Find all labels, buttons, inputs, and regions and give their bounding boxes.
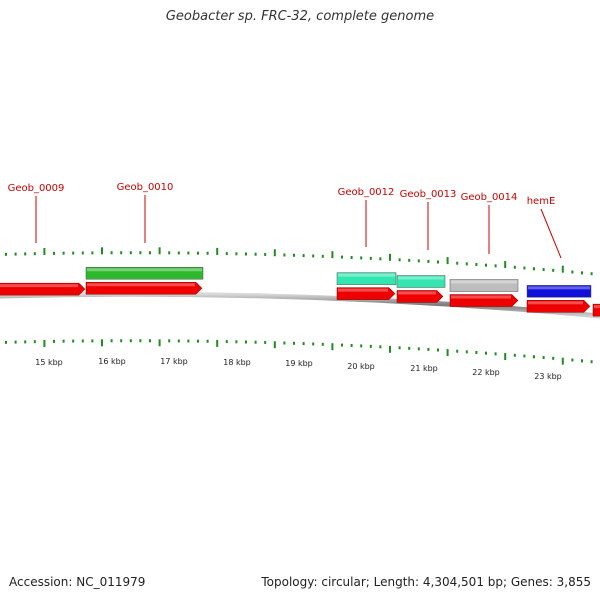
kbp-label: 21 kbp [410, 364, 438, 373]
gene-label-Geob_0014: Geob_0014 [461, 192, 518, 203]
kbp-label: 19 kbp [285, 359, 313, 368]
cds-arrow [592, 303, 600, 317]
feature-track [85, 266, 592, 298]
cds-arrow [526, 300, 591, 313]
gene-label-Geob_0013: Geob_0013 [400, 189, 457, 200]
cds-arrow [396, 290, 444, 303]
kbp-label: 16 kbp [98, 357, 126, 366]
cds-arrow-highlight [528, 301, 583, 305]
feature-bar-highlight [528, 286, 590, 290]
page-title: Geobacter sp. FRC-32, complete genome [165, 9, 435, 24]
kbp-label: 22 kbp [472, 368, 500, 377]
genome-backbone [0, 291, 600, 319]
cds-arrow-highlight [87, 283, 195, 287]
cds-arrow [85, 281, 203, 295]
feature-bar-highlight [398, 276, 444, 280]
cds-arrow [449, 294, 519, 307]
feature-bar-highlight [87, 268, 202, 272]
kbp-label: 17 kbp [160, 357, 188, 366]
kbp-label: 20 kbp [347, 362, 375, 371]
kbp-label: 23 kbp [534, 372, 562, 381]
feature-bar-aquamarine-2 [396, 275, 446, 288]
feature-bar-green [85, 266, 204, 280]
gene-labels: Geob_0009 Geob_0010 Geob_0012 Geob_0013 Geob… [8, 182, 562, 259]
gene-label-Geob_0012: Geob_0012 [338, 187, 395, 198]
feature-bar-highlight [451, 280, 517, 284]
feature-bar-gray [449, 279, 519, 292]
feature-bar-highlight [338, 273, 395, 277]
gene-label-hemE: hemE [527, 196, 556, 207]
genome-summary-text: Topology: circular; Length: 4,304,501 bp… [261, 575, 591, 589]
cds-arrow-highlight [338, 288, 388, 292]
kbp-label: 18 kbp [223, 358, 251, 367]
inner-tick-marks [5, 339, 593, 365]
kbp-labels: 15 kbp 16 kbp 17 kbp 18 kbp 19 kbp 20 kbp 21 k… [35, 357, 562, 381]
cds-arrow [336, 287, 396, 300]
feature-bar-aquamarine-1 [336, 272, 397, 285]
gene-label-Geob_0010: Geob_0010 [117, 182, 174, 193]
label-leader-line [540, 208, 562, 259]
cds-arrow-highlight [398, 291, 436, 295]
cds-arrow-highlight [594, 305, 600, 309]
gene-label-Geob_0009: Geob_0009 [8, 183, 65, 194]
cds-arrow-highlight [0, 284, 78, 288]
kbp-label: 15 kbp [35, 358, 63, 367]
accession-text: Accession: NC_011979 [9, 575, 146, 589]
cds-arrow-highlight [451, 295, 511, 299]
cds-arrow [0, 282, 86, 296]
outer-tick-marks [5, 247, 593, 276]
cds-track [0, 281, 600, 317]
feature-bar-blue [526, 285, 592, 298]
